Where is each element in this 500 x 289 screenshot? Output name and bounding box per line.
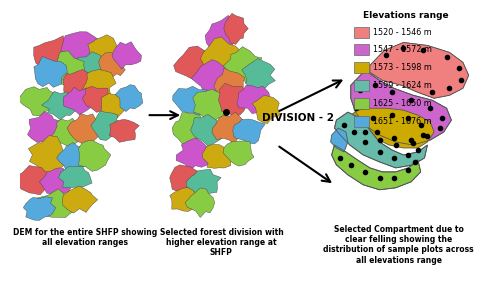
Polygon shape xyxy=(63,87,97,115)
Polygon shape xyxy=(82,69,116,97)
Polygon shape xyxy=(101,93,132,121)
Polygon shape xyxy=(351,70,452,145)
Polygon shape xyxy=(35,189,80,218)
Bar xyxy=(354,80,369,91)
Polygon shape xyxy=(202,144,237,168)
Polygon shape xyxy=(334,112,428,168)
Polygon shape xyxy=(99,52,126,79)
Polygon shape xyxy=(223,141,254,166)
Polygon shape xyxy=(185,188,214,217)
Polygon shape xyxy=(233,119,265,144)
Polygon shape xyxy=(176,138,214,171)
Polygon shape xyxy=(252,96,280,124)
Text: DEM for the entire SHFP showing
all elevation ranges: DEM for the entire SHFP showing all elev… xyxy=(13,228,158,247)
Polygon shape xyxy=(61,32,100,62)
Polygon shape xyxy=(237,85,270,114)
Polygon shape xyxy=(370,42,468,98)
Text: 1599 - 1624 m: 1599 - 1624 m xyxy=(373,81,432,90)
Text: 1547 - 1572 m: 1547 - 1572 m xyxy=(373,45,432,54)
Bar xyxy=(354,45,369,55)
Polygon shape xyxy=(170,165,203,192)
Bar xyxy=(354,98,369,109)
Text: 1651 - 1676 m: 1651 - 1676 m xyxy=(373,117,432,126)
Text: DIVISION - 2: DIVISION - 2 xyxy=(262,113,334,123)
Polygon shape xyxy=(242,59,276,90)
Polygon shape xyxy=(224,13,248,44)
Text: 1625 - 1650 m: 1625 - 1650 m xyxy=(373,99,432,108)
Polygon shape xyxy=(58,166,92,188)
Polygon shape xyxy=(24,197,56,221)
Polygon shape xyxy=(56,142,90,173)
Polygon shape xyxy=(174,46,220,84)
Polygon shape xyxy=(82,86,112,112)
Polygon shape xyxy=(172,112,204,145)
Text: 1573 - 1598 m: 1573 - 1598 m xyxy=(373,63,432,72)
Polygon shape xyxy=(78,140,111,171)
Polygon shape xyxy=(212,112,246,144)
Polygon shape xyxy=(50,118,84,146)
Polygon shape xyxy=(76,52,114,85)
Polygon shape xyxy=(218,83,249,116)
Text: 1520 - 1546 m: 1520 - 1546 m xyxy=(373,27,432,36)
Polygon shape xyxy=(110,119,140,142)
Bar xyxy=(354,62,369,73)
Polygon shape xyxy=(67,114,104,144)
Polygon shape xyxy=(190,114,224,146)
Polygon shape xyxy=(115,85,143,112)
Polygon shape xyxy=(88,35,118,64)
Polygon shape xyxy=(40,168,71,196)
Bar xyxy=(354,116,369,127)
Polygon shape xyxy=(28,136,66,173)
Polygon shape xyxy=(330,128,348,152)
Polygon shape xyxy=(193,89,235,124)
Polygon shape xyxy=(63,70,94,99)
Polygon shape xyxy=(224,47,262,84)
Polygon shape xyxy=(205,15,236,53)
Polygon shape xyxy=(370,42,468,98)
Polygon shape xyxy=(112,42,142,69)
Polygon shape xyxy=(91,111,122,140)
Polygon shape xyxy=(18,87,57,116)
Text: Selected Compartment due to
clear felling showing the
distribution of sample plo: Selected Compartment due to clear fellin… xyxy=(324,225,474,265)
Polygon shape xyxy=(62,186,98,213)
Text: Elevations range: Elevations range xyxy=(363,11,449,20)
Polygon shape xyxy=(351,108,434,148)
Bar xyxy=(354,27,369,38)
Polygon shape xyxy=(186,169,221,193)
Polygon shape xyxy=(28,112,61,142)
Polygon shape xyxy=(34,36,76,76)
Polygon shape xyxy=(34,57,67,87)
Polygon shape xyxy=(170,188,198,212)
Polygon shape xyxy=(332,145,420,190)
Text: Selected forest division with
higher elevation range at
SHFP: Selected forest division with higher ele… xyxy=(160,228,284,257)
Polygon shape xyxy=(192,60,233,95)
Polygon shape xyxy=(42,91,76,120)
Polygon shape xyxy=(200,37,246,77)
Polygon shape xyxy=(50,51,89,87)
Polygon shape xyxy=(214,68,245,99)
Polygon shape xyxy=(17,166,55,195)
Polygon shape xyxy=(172,86,208,117)
